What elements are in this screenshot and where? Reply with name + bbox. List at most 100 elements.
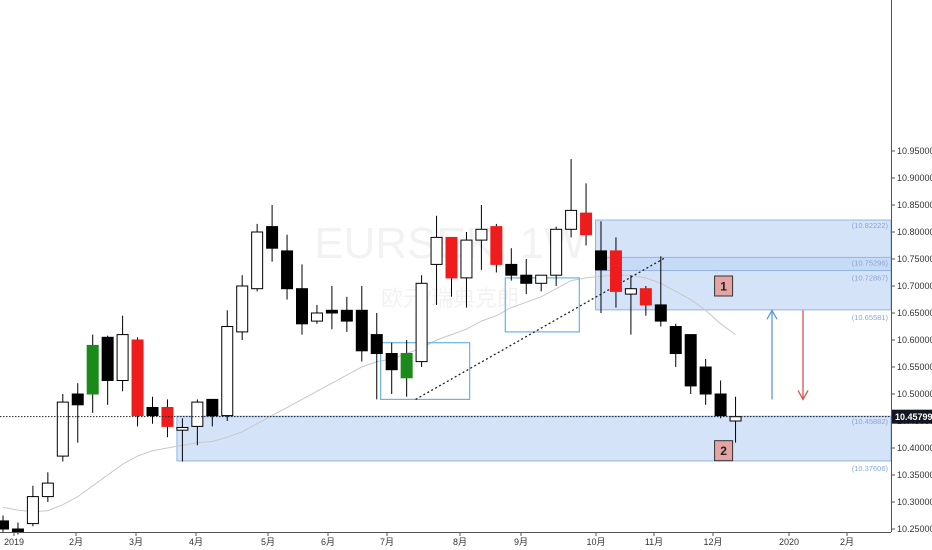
candle: [296, 264, 308, 335]
candle: [595, 221, 607, 313]
candle-body: [41, 482, 54, 498]
y-tick-label: 10.40000: [897, 443, 932, 453]
candle: [669, 323, 682, 367]
candle-body: [520, 274, 533, 284]
candle: [146, 396, 159, 424]
candle: [340, 296, 353, 332]
x-tick-label: 7月: [380, 537, 394, 547]
candle: [41, 472, 54, 502]
candle: [580, 183, 593, 246]
candle: [176, 418, 189, 462]
x-tick-label: 2020: [779, 537, 799, 547]
candle-body: [176, 426, 189, 431]
candle-body: [11, 528, 24, 533]
candle: [684, 334, 697, 394]
candle-body: [445, 236, 458, 279]
candle: [161, 399, 174, 438]
zone-bottom-label: (10.72867): [852, 274, 889, 283]
candle: [206, 398, 219, 427]
candle-body: [400, 353, 413, 379]
candle: [131, 337, 144, 427]
candle: [251, 223, 264, 292]
zone-marker-2: [714, 440, 734, 462]
y-tick-label: 10.75000: [897, 254, 932, 264]
candle: [505, 248, 518, 281]
moving-average-layer: [2, 274, 736, 513]
zone-top-label: (10.75296): [852, 258, 889, 267]
candle: [310, 304, 323, 324]
candle: [565, 159, 578, 238]
zone-top-label: (10.45882): [852, 417, 889, 426]
x-axis[interactable]: 2019 2月 3月 4月 5月 6月 7月 8月 9月 10月 11月 12月 2020 2月: [4, 532, 854, 547]
y-tick-label: 10.60000: [897, 335, 932, 345]
candle: [266, 205, 279, 262]
candle: [400, 340, 413, 397]
candle: [714, 380, 727, 419]
supply-demand-zones: (10.82222) (10.65581) (10.75296) (10.72867)…: [176, 219, 892, 473]
candle: [520, 259, 533, 295]
candle: [86, 334, 99, 413]
candle: [550, 226, 563, 286]
symbol-watermark-sub: 欧元/瑞典克朗: [381, 286, 519, 311]
candle: [71, 383, 84, 443]
candle-body: [595, 250, 607, 271]
x-tick-label: 4月: [189, 537, 203, 547]
candle-body: [191, 401, 204, 427]
candle: [0, 515, 9, 532]
candle-body: [340, 309, 353, 322]
candle-body: [131, 339, 144, 417]
candle-body: [281, 250, 294, 290]
candle: [325, 286, 338, 330]
trendline-dotted: [415, 257, 666, 400]
y-tick-label: 10.90000: [897, 173, 932, 183]
y-tick-label: 10.25000: [897, 524, 932, 534]
candle-body: [699, 366, 712, 395]
up-arrow-head: [766, 308, 778, 320]
candle-body: [385, 353, 398, 371]
zone-rect: [595, 256, 892, 272]
x-tick-label: 10月: [586, 537, 605, 547]
candle-body: [310, 312, 323, 322]
candle-body: [296, 288, 308, 325]
zone-marker-label-1: 1: [720, 280, 727, 294]
overlay-layer: 12: [0, 275, 891, 462]
candle-body: [206, 398, 219, 417]
candle: [639, 286, 652, 316]
candle-body: [550, 228, 563, 276]
y-tick-label: 10.85000: [897, 200, 932, 210]
candle: [385, 342, 398, 394]
down-arrow-head: [797, 390, 809, 401]
moving-average-line: [2, 274, 736, 513]
x-tick-label: 6月: [321, 537, 335, 547]
candle-body: [101, 336, 114, 381]
candle-body: [684, 334, 697, 387]
y-tick-label: 10.70000: [897, 281, 932, 291]
y-tick-label: 10.55000: [897, 362, 932, 372]
x-tick-label: 3月: [129, 537, 143, 547]
x-tick-label: 12月: [703, 537, 722, 547]
candle-body: [609, 250, 622, 292]
candle: [26, 485, 39, 527]
candle-body: [325, 309, 338, 314]
y-tick-label: 10.95000: [897, 146, 932, 156]
candle: [445, 236, 458, 297]
candle-body: [580, 212, 593, 236]
candle-body: [475, 228, 488, 241]
candle-body: [430, 236, 443, 265]
candle: [430, 215, 443, 305]
candle-body: [624, 288, 637, 295]
candle-body: [26, 496, 39, 525]
y-axis[interactable]: 10.95000 10.90000 10.85000 10.80000 10.75000…: [891, 146, 932, 534]
x-tick-label: 2019: [4, 537, 24, 547]
candle: [490, 223, 503, 273]
x-tick-label: 11月: [645, 537, 663, 547]
candle-body: [669, 326, 682, 354]
x-tick-label: 2月: [69, 537, 83, 547]
y-tick-label: 10.80000: [897, 227, 932, 237]
candle: [535, 274, 548, 292]
candle-body: [490, 226, 503, 265]
candle: [699, 358, 712, 405]
candle: [355, 286, 368, 362]
candle-body: [370, 334, 383, 355]
